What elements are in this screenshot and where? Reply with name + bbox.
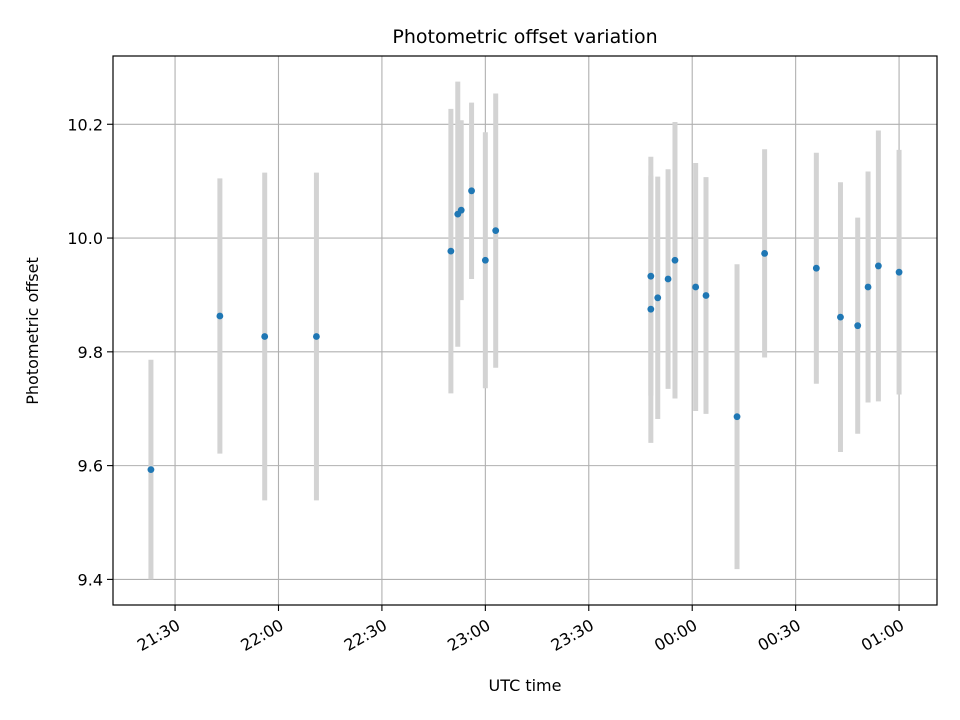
y-axis-label: Photometric offset <box>23 257 42 405</box>
y-tick-label: 10.0 <box>67 229 103 248</box>
y-tick-label: 9.4 <box>78 570 103 589</box>
data-point <box>447 247 455 255</box>
data-point <box>874 262 882 270</box>
data-point <box>864 283 872 291</box>
data-point <box>812 264 820 272</box>
grid <box>113 56 937 605</box>
data-point <box>647 272 655 280</box>
data-point <box>854 322 862 330</box>
plot-frame <box>112 55 938 606</box>
data-point <box>481 256 489 264</box>
data-point <box>702 292 710 299</box>
y-tick-label: 9.8 <box>78 343 103 362</box>
y-tick-label: 10.2 <box>67 115 103 134</box>
data-point <box>261 333 269 340</box>
data-point <box>837 313 844 321</box>
data-point <box>492 227 500 235</box>
data-point <box>895 268 903 276</box>
data-points <box>147 187 903 473</box>
data-point <box>457 206 465 214</box>
data-point <box>733 413 741 421</box>
y-tick-label: 9.6 <box>78 457 103 476</box>
data-point <box>313 333 320 340</box>
data-point <box>761 250 769 257</box>
data-point <box>671 256 679 264</box>
x-axis-label: UTC time <box>489 676 562 695</box>
chart-title: Photometric offset variation <box>392 26 657 48</box>
data-point <box>468 187 475 195</box>
data-point <box>654 294 662 302</box>
data-point <box>664 275 672 283</box>
data-point <box>692 283 700 291</box>
data-point <box>216 312 224 320</box>
data-point <box>647 305 655 313</box>
data-point <box>147 466 155 473</box>
